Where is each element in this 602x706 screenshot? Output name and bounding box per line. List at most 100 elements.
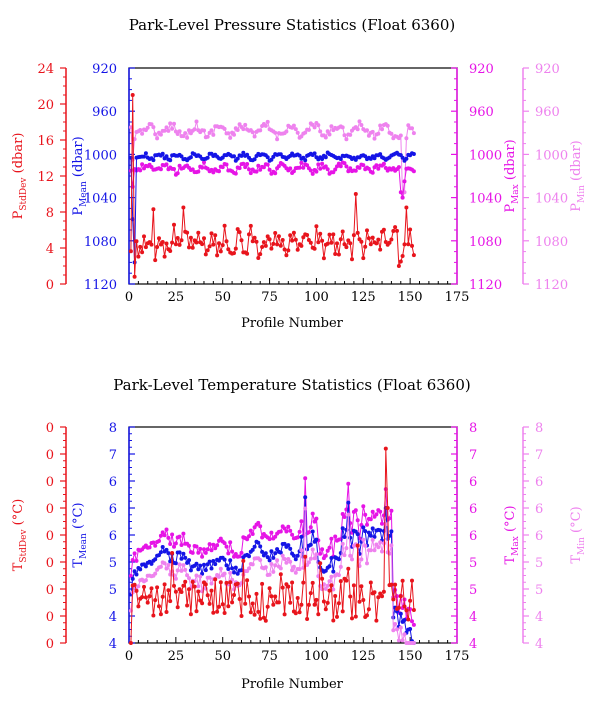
data-point xyxy=(196,169,201,174)
data-point xyxy=(372,548,377,553)
data-point xyxy=(366,166,371,171)
data-point xyxy=(166,128,171,133)
data-point xyxy=(183,579,188,584)
data-point xyxy=(170,126,175,131)
data-point xyxy=(157,236,161,241)
data-point xyxy=(252,612,257,617)
x-tick-label: 175 xyxy=(445,290,470,305)
data-point xyxy=(151,125,156,130)
data-point xyxy=(209,566,214,571)
data-point xyxy=(402,242,407,247)
data-point xyxy=(310,529,315,534)
data-point xyxy=(250,547,255,552)
data-point xyxy=(247,232,251,237)
data-point xyxy=(177,587,182,592)
data-point xyxy=(142,584,146,589)
data-point xyxy=(267,167,272,172)
data-point xyxy=(335,614,339,619)
data-point xyxy=(288,233,293,238)
y-tick-label: 1040 xyxy=(84,192,117,207)
data-point xyxy=(224,580,229,585)
data-point xyxy=(237,230,242,235)
data-point xyxy=(314,516,319,521)
data-point xyxy=(376,237,381,242)
data-point xyxy=(235,227,240,232)
data-point xyxy=(286,524,291,529)
data-point xyxy=(181,551,186,556)
data-point xyxy=(185,560,190,565)
data-point xyxy=(305,617,310,621)
data-point xyxy=(151,158,156,163)
data-point xyxy=(365,613,369,618)
data-point xyxy=(213,233,218,238)
data-point xyxy=(151,540,156,545)
data-point xyxy=(188,155,193,160)
data-point xyxy=(200,242,205,247)
y-tick-label: 4 xyxy=(109,637,117,652)
data-point xyxy=(132,582,137,587)
data-point xyxy=(381,161,386,166)
data-point xyxy=(402,604,407,609)
data-point xyxy=(245,251,250,256)
data-point xyxy=(254,169,259,174)
data-point xyxy=(164,125,169,130)
data-point xyxy=(406,617,411,622)
data-point xyxy=(162,561,167,566)
data-point xyxy=(256,520,261,525)
data-point xyxy=(398,259,403,264)
data-point xyxy=(346,500,351,505)
data-point xyxy=(222,571,227,576)
data-point xyxy=(316,240,321,245)
data-point xyxy=(312,519,317,524)
data-point xyxy=(323,553,328,558)
data-point xyxy=(269,530,274,535)
data-point xyxy=(297,165,302,170)
data-point xyxy=(361,525,366,530)
data-point xyxy=(396,264,401,268)
data-point xyxy=(172,583,176,588)
data-point xyxy=(271,555,276,560)
x-axis-label: Profile Number xyxy=(241,316,344,331)
data-point xyxy=(327,132,332,137)
data-point xyxy=(160,240,165,244)
y-tick-label: 0 xyxy=(46,637,54,652)
data-point xyxy=(149,122,154,127)
data-point xyxy=(203,582,208,587)
y-tick-label: 0 xyxy=(46,529,54,544)
pressure-chart: Park-Level Pressure Statistics (Float 63… xyxy=(11,16,587,331)
data-point xyxy=(389,131,394,136)
data-point xyxy=(280,585,285,590)
data-point xyxy=(241,558,246,563)
data-point xyxy=(391,628,396,633)
data-point xyxy=(284,529,289,534)
y-tick-label: 4 xyxy=(469,610,477,625)
data-point xyxy=(261,240,266,245)
y-tick-label: 1120 xyxy=(535,278,568,293)
y-tick-label: 920 xyxy=(535,62,560,77)
data-point xyxy=(196,550,201,555)
data-point xyxy=(269,594,274,599)
y-tick-label: 6 xyxy=(109,529,117,544)
y-tick-label: 4 xyxy=(535,610,543,625)
data-point xyxy=(224,239,229,244)
series-stddev xyxy=(128,93,416,279)
data-point xyxy=(261,165,266,170)
data-point xyxy=(177,242,182,247)
data-point xyxy=(224,162,229,167)
data-point xyxy=(295,535,300,540)
data-point xyxy=(213,577,218,582)
data-point xyxy=(297,610,302,615)
data-point xyxy=(288,528,293,533)
data-point xyxy=(158,167,163,172)
y-tick-label: 5 xyxy=(535,556,543,571)
data-point xyxy=(400,195,405,200)
data-point xyxy=(250,601,255,606)
data-point xyxy=(338,157,343,161)
data-point xyxy=(230,600,235,605)
data-point xyxy=(143,595,148,600)
data-point xyxy=(404,608,409,613)
y-tick-label: 0 xyxy=(46,502,54,517)
data-point xyxy=(239,153,244,158)
y-tick-label: 960 xyxy=(535,105,560,120)
data-point xyxy=(378,509,383,514)
